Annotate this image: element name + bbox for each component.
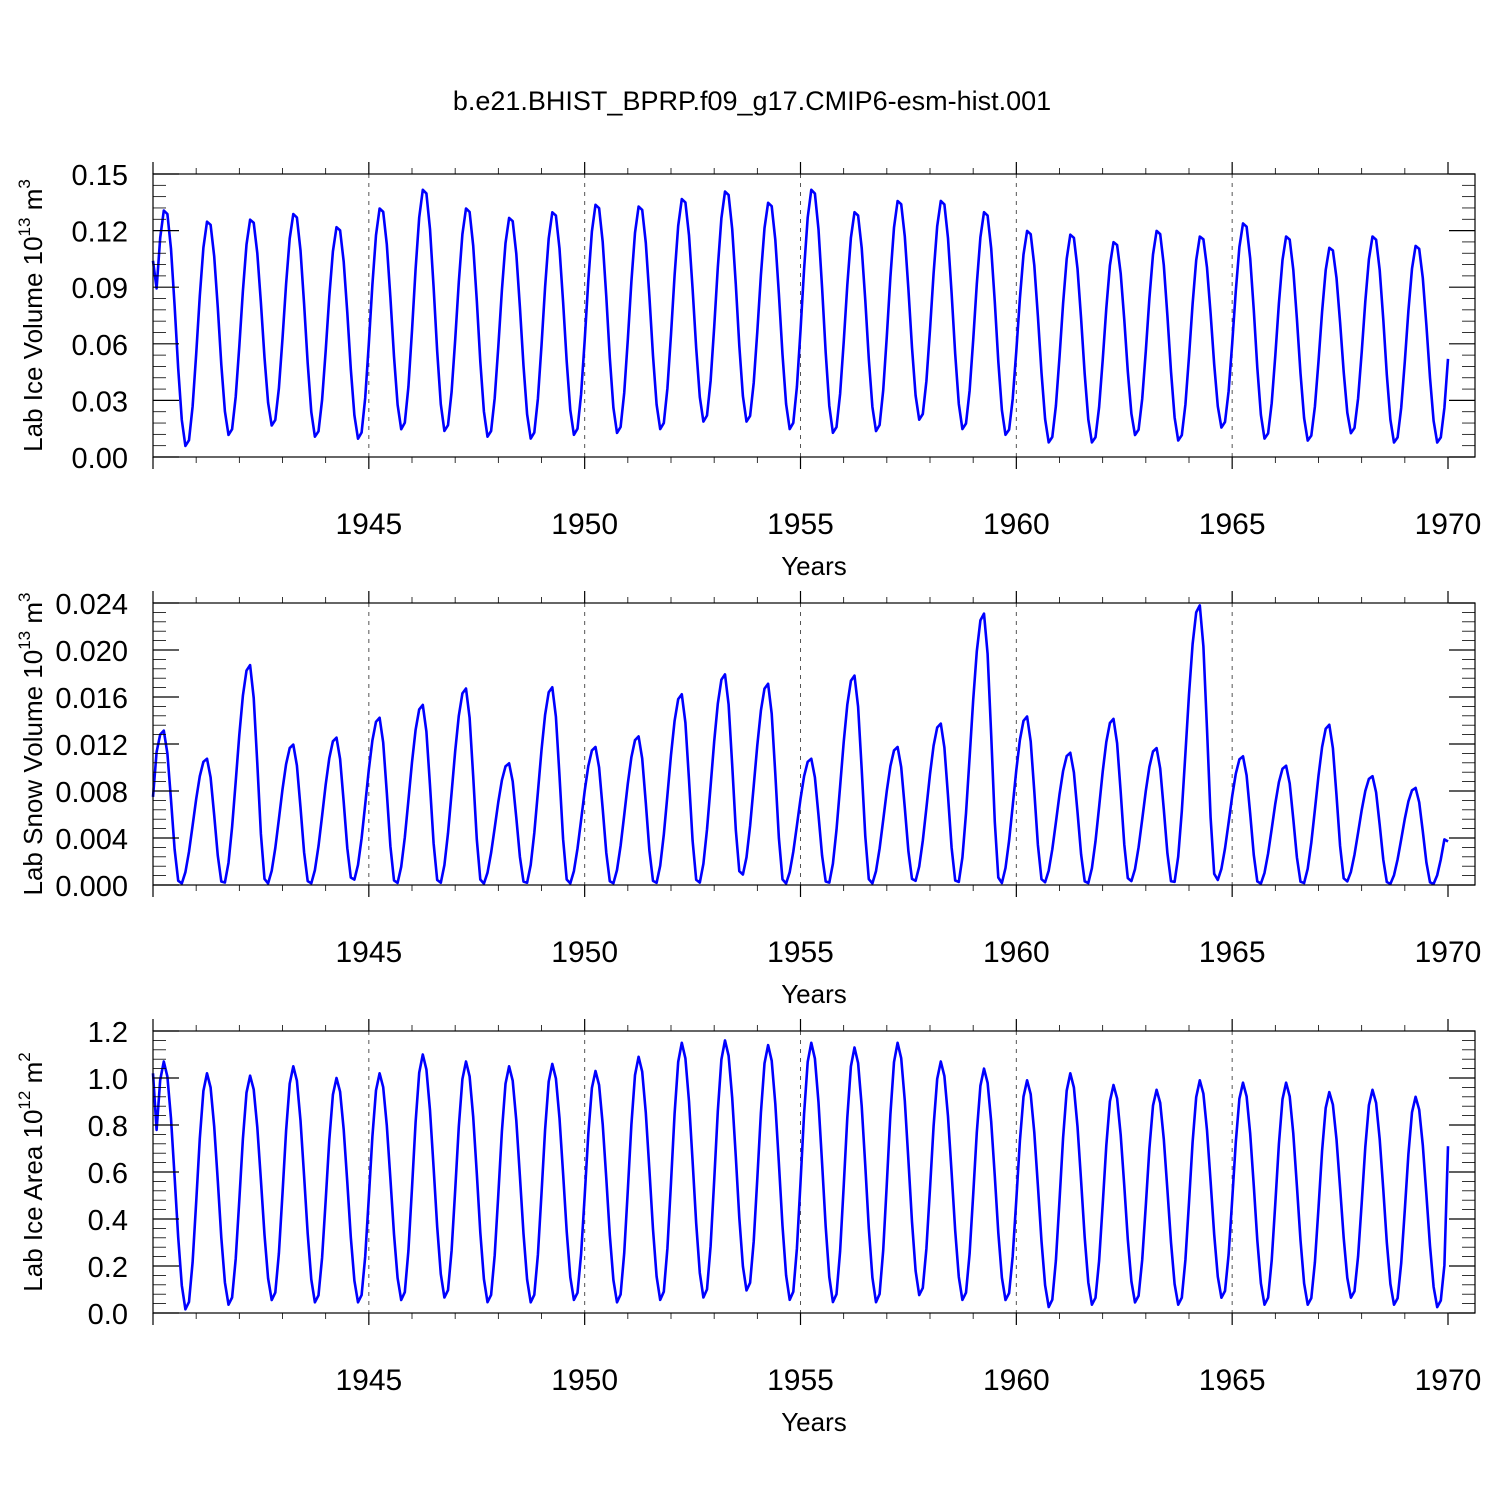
y-tick-label: 0.06 xyxy=(72,330,128,362)
y-tick-label: 0.09 xyxy=(72,273,128,305)
x-tick-label: 1945 xyxy=(335,936,402,969)
x-tick-label: 1965 xyxy=(1199,1364,1266,1397)
vertical-grid xyxy=(368,1031,1233,1313)
y-tick-label: 0.2 xyxy=(88,1252,128,1284)
x-tick-label: 1950 xyxy=(551,508,618,541)
x-tick-label: 1960 xyxy=(983,508,1050,541)
y-tick-label: 0.6 xyxy=(88,1158,128,1190)
x-tick-label: 1970 xyxy=(1415,508,1482,541)
x-tick-label: 1945 xyxy=(335,508,402,541)
x-tick-label: 1970 xyxy=(1415,1364,1482,1397)
x-axis-label: Years xyxy=(781,979,847,1009)
y-tick-label: 0.000 xyxy=(55,871,128,903)
x-tick-label: 1965 xyxy=(1199,936,1266,969)
y-axis: 0.00 0.03 0.06 0.09 0.12 0.15 xyxy=(72,160,1475,475)
y-axis-label: Lab Ice Volume 1013 m3 xyxy=(15,179,48,452)
y-tick-label: 1.0 xyxy=(88,1064,128,1096)
x-tick-label: 1965 xyxy=(1199,508,1266,541)
y-tick-label: 0.020 xyxy=(55,636,128,668)
y-axis: 0.000 0.004 0.008 0.012 0.016 0.020 0.024 xyxy=(55,589,1475,903)
y-tick-label: 0.15 xyxy=(72,160,128,192)
y-tick-label: 0.4 xyxy=(88,1205,128,1237)
x-tick-label: 1960 xyxy=(983,1364,1050,1397)
x-tick-label: 1960 xyxy=(983,936,1050,969)
y-tick-label: 1.2 xyxy=(88,1017,128,1049)
y-axis-label: Lab Ice Area 1012 m2 xyxy=(15,1052,48,1291)
panel-snow-volume: 1945 1950 1955 1960 1965 1970 0.000 0.004 0.008… xyxy=(15,589,1481,1009)
x-axis-label: Years xyxy=(781,1407,847,1437)
panel-ice-volume: 1945 1950 1955 1960 1965 1970 0.000.030.060.0… xyxy=(15,160,1481,581)
x-tick-label: 1955 xyxy=(767,936,834,969)
series-line-ice-area xyxy=(151,1039,1450,1311)
x-tick-label: 1950 xyxy=(551,1364,618,1397)
series-line-ice-volume xyxy=(151,188,1450,448)
y-tick-label: 0.004 xyxy=(55,824,128,856)
y-tick-label: 0.8 xyxy=(88,1111,128,1143)
y-tick-label: 0.024 xyxy=(55,589,128,621)
x-tick-label: 1945 xyxy=(335,1364,402,1397)
x-tick-label: 1955 xyxy=(767,508,834,541)
x-axis: 1945 1950 1955 1960 1965 1970 xyxy=(152,162,1482,541)
y-tick-label: 0.016 xyxy=(55,683,128,715)
x-tick-label: 1955 xyxy=(767,1364,834,1397)
y-tick-label: 0.03 xyxy=(72,386,128,418)
x-axis: 1945 1950 1955 1960 1965 1970 xyxy=(152,1019,1482,1397)
y-tick-label: 0.12 xyxy=(72,217,128,249)
x-axis-label: Years xyxy=(781,551,847,581)
x-tick-label: 1950 xyxy=(551,936,618,969)
vertical-grid xyxy=(368,603,1233,885)
y-axis: 0.0 0.2 0.4 0.6 0.8 1.0 1.2 xyxy=(88,1017,1475,1331)
plot-frame xyxy=(152,173,1476,458)
x-tick-label: 1970 xyxy=(1415,936,1482,969)
y-tick-label: 0.00 xyxy=(72,443,128,475)
y-tick-label: 0.008 xyxy=(55,777,128,809)
y-tick-label: 0.0 xyxy=(88,1299,128,1331)
figure-title: b.e21.BHIST_BPRP.f09_g17.CMIP6-esm-hist.… xyxy=(453,86,1051,116)
panel-ice-area: 1945 1950 1955 1960 1965 1970 0.0 0.2 0.4 0.6 0.8… xyxy=(15,1017,1481,1437)
vertical-grid xyxy=(368,174,1233,457)
x-axis: 1945 1950 1955 1960 1965 1970 xyxy=(152,591,1482,969)
y-axis-label: Lab Snow Volume 1013 m3 xyxy=(15,592,48,895)
series-line-snow-volume xyxy=(151,604,1449,886)
y-tick-label: 0.012 xyxy=(55,730,128,762)
